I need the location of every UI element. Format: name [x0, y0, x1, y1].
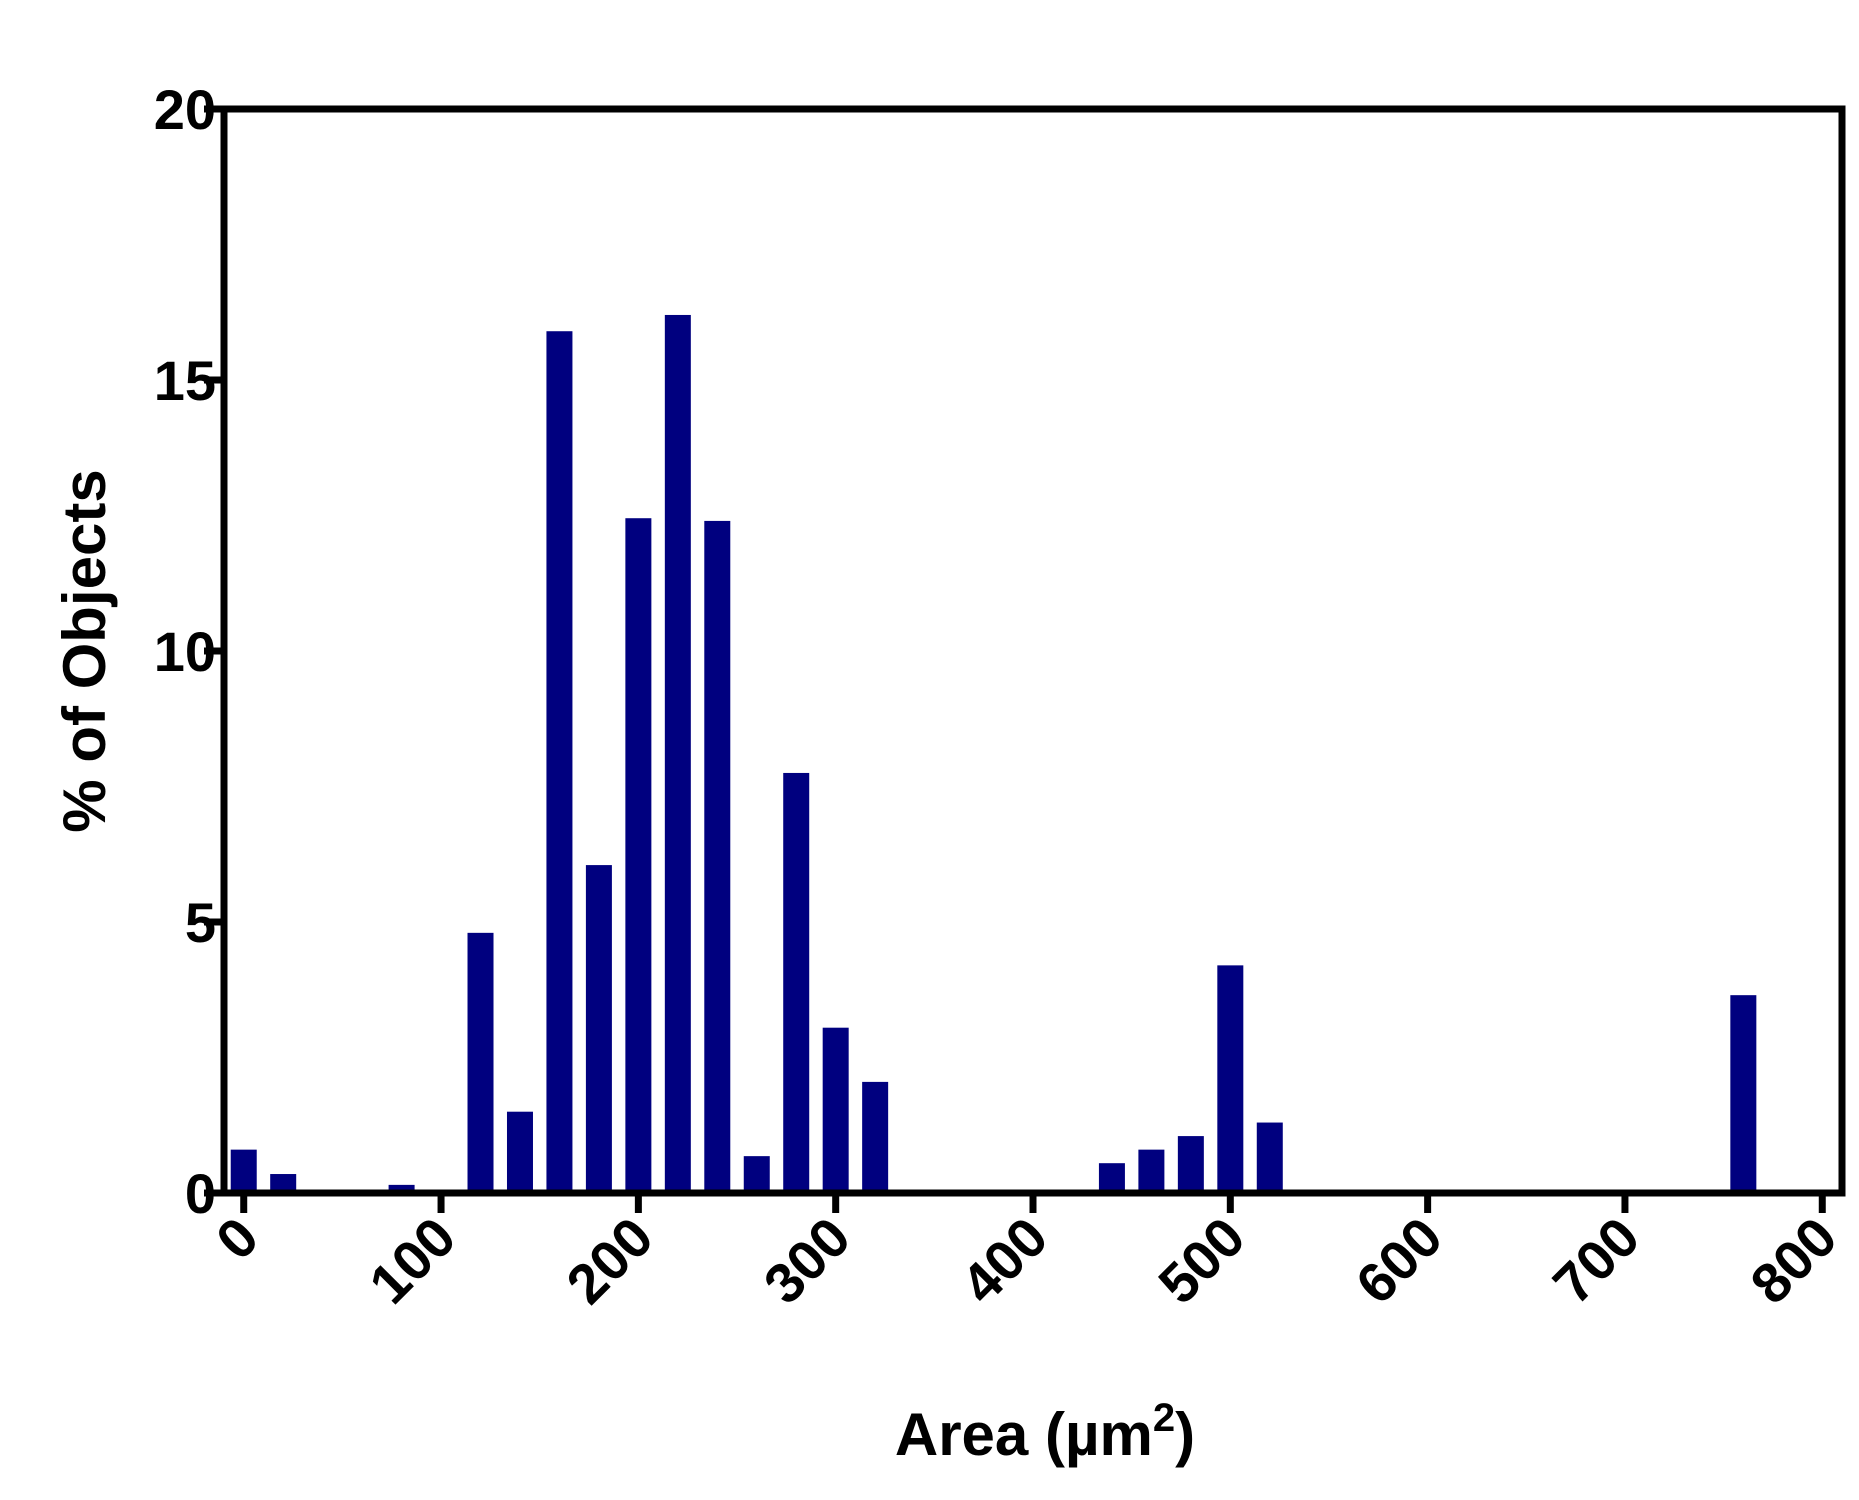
y-tick-label: 5: [185, 891, 216, 954]
histogram-bar: [546, 331, 573, 1194]
histogram-bar: [1730, 995, 1757, 1193]
y-tick-label: 10: [154, 620, 216, 683]
x-tick-label: 500: [1146, 1205, 1257, 1316]
histogram-bar: [743, 1156, 770, 1193]
x-axis-title-superscript: 2: [1153, 1396, 1175, 1440]
histogram-bar: [1098, 1163, 1125, 1193]
histogram-bar: [506, 1111, 533, 1193]
histogram-bar: [704, 520, 731, 1193]
histogram-bar: [585, 865, 612, 1193]
y-tick-label: 15: [154, 349, 216, 412]
histogram-bar: [270, 1174, 297, 1193]
x-axis-title: Area (µm2): [895, 1396, 1195, 1468]
x-tick-label: 600: [1344, 1205, 1455, 1316]
histogram-bar: [1256, 1122, 1283, 1193]
x-axis-ticks: 0 100 200 300 400 500 600 700 800: [204, 1193, 1849, 1316]
x-tick-label: 200: [554, 1205, 665, 1316]
x-axis-title-close: ): [1175, 1401, 1195, 1468]
y-axis-ticks: 0 5 10 15 20: [154, 78, 224, 1225]
histogram-bar: [822, 1027, 849, 1193]
x-tick-label: 100: [357, 1205, 468, 1316]
x-axis-title-unit: µm: [1065, 1401, 1153, 1468]
histogram-bar: [467, 932, 494, 1193]
bars-layer: [230, 314, 1757, 1194]
y-axis-title: % of Objects: [51, 469, 118, 832]
x-tick-label: 400: [949, 1205, 1060, 1316]
histogram-bar: [388, 1184, 415, 1193]
histogram-bar: [1177, 1136, 1204, 1193]
histogram-bar: [1217, 965, 1244, 1193]
histogram-bar: [230, 1149, 257, 1193]
x-tick-label: 800: [1738, 1205, 1849, 1316]
plot-frame: [220, 105, 1846, 1197]
histogram-bar: [1138, 1149, 1165, 1193]
x-tick-label: 700: [1541, 1205, 1652, 1316]
histogram-bar: [625, 518, 652, 1193]
histogram-bar: [862, 1081, 889, 1193]
x-axis-title-main: Area (: [895, 1401, 1065, 1468]
histogram-bar: [664, 314, 691, 1194]
x-tick-label: 300: [752, 1205, 863, 1316]
histogram-bar: [783, 772, 810, 1193]
y-tick-label: 0: [185, 1162, 216, 1225]
y-tick-label: 20: [154, 78, 216, 141]
